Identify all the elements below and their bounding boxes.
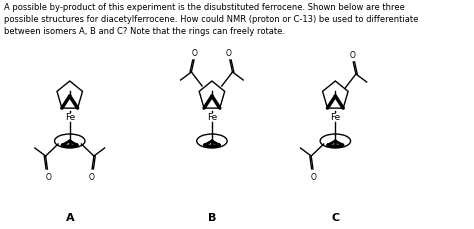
Text: O: O <box>311 172 317 181</box>
Text: A possible by-product of this experiment is the disubstituted ferrocene. Shown b: A possible by-product of this experiment… <box>4 3 418 36</box>
Text: O: O <box>192 49 198 58</box>
Text: C: C <box>331 212 339 222</box>
Text: Fe: Fe <box>64 113 75 122</box>
Text: O: O <box>349 51 356 60</box>
Text: Fe: Fe <box>207 113 217 122</box>
Text: Fe: Fe <box>330 113 340 122</box>
Text: O: O <box>226 49 232 58</box>
Text: O: O <box>46 172 51 181</box>
Text: B: B <box>208 212 216 222</box>
Text: A: A <box>65 212 74 222</box>
Text: O: O <box>88 172 94 181</box>
